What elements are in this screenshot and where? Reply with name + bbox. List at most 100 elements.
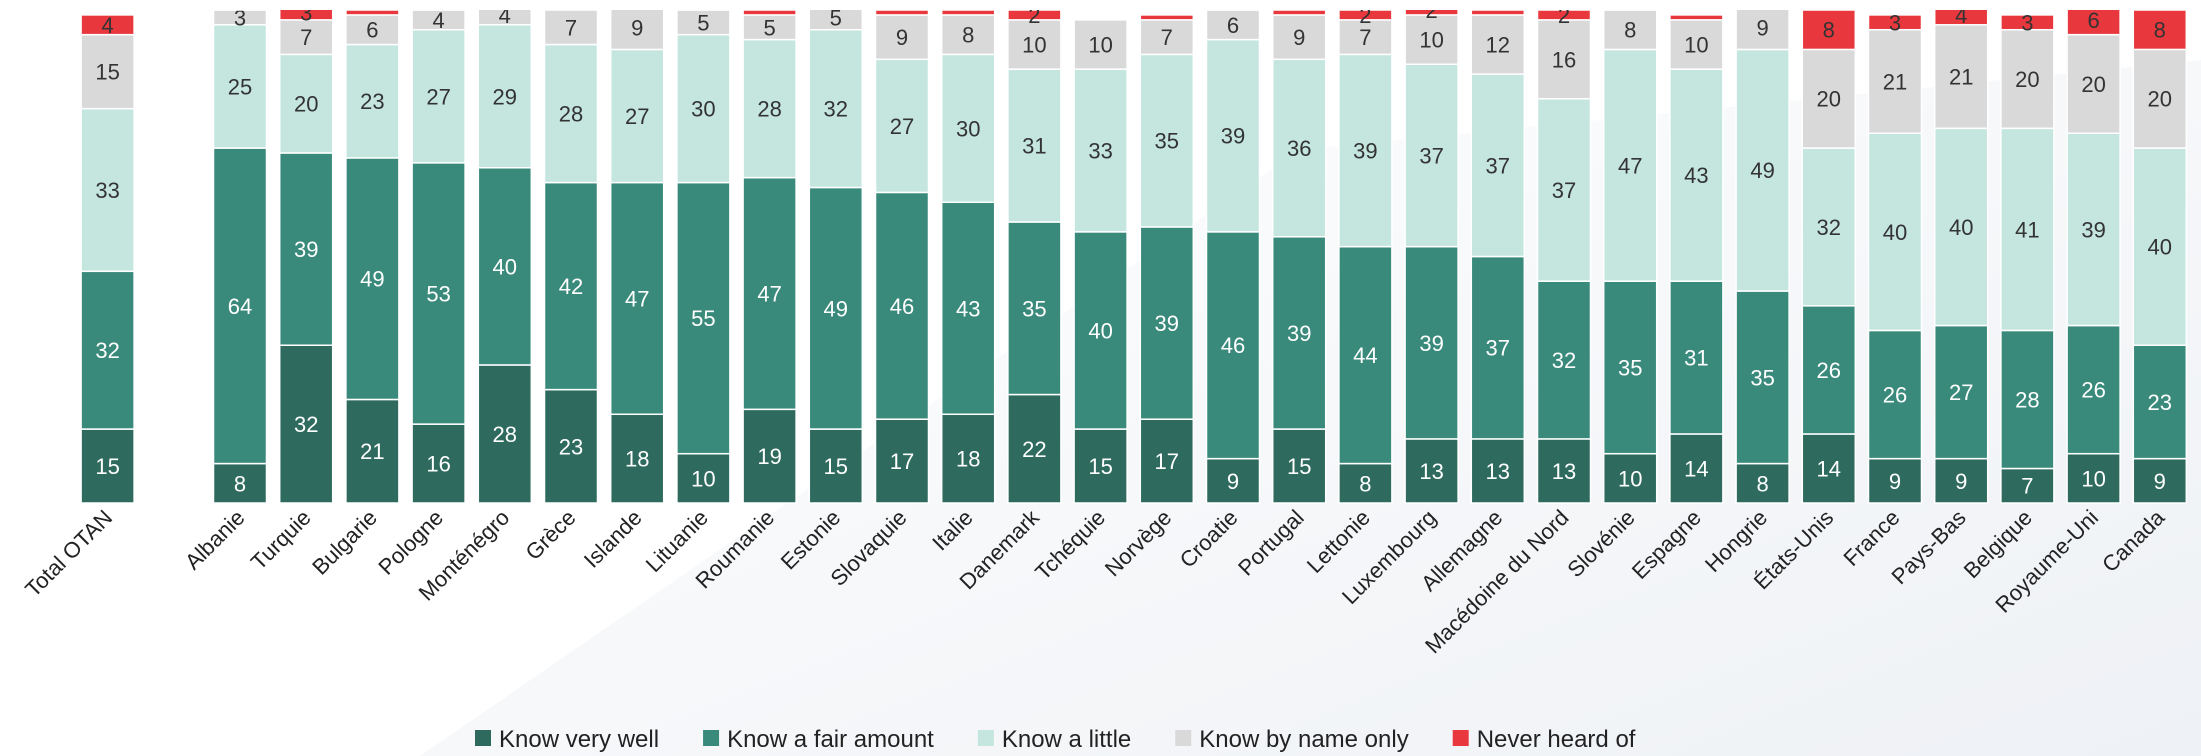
data-label: 8: [2154, 18, 2166, 43]
bar-segment: [742, 38, 797, 179]
bar-segment: [1602, 452, 1658, 504]
data-label: 3: [300, 0, 312, 25]
bar-segment: [676, 10, 731, 36]
data-label: 30: [956, 116, 980, 141]
bar-segment: [1602, 10, 1658, 51]
data-label: 3: [234, 5, 246, 30]
bar-segment: [609, 10, 665, 51]
bar-segment: [676, 10, 731, 11]
bar-segment: [742, 14, 797, 41]
data-label: 33: [95, 178, 119, 203]
bar-segment: [609, 48, 665, 184]
bar-segment: [1801, 305, 1857, 435]
data-label: 32: [294, 412, 318, 437]
bar-segment: [1536, 19, 1592, 100]
data-label: 35: [1022, 296, 1046, 321]
data-label: 8: [1359, 471, 1371, 496]
bar-segment: [2132, 48, 2188, 149]
bar-segment: [1205, 10, 1261, 41]
bar-segment: [278, 19, 334, 56]
bar-segment: [1073, 19, 1128, 70]
bar-segment: [1338, 10, 1393, 21]
legend-label: Know by name only: [1199, 726, 1408, 753]
bar-segment: [411, 423, 466, 504]
data-label: 40: [1883, 220, 1907, 245]
data-label: 8: [1624, 18, 1636, 43]
data-label: 20: [2081, 72, 2105, 97]
data-label: 16: [426, 452, 450, 477]
bar-segment: [1139, 19, 1195, 56]
bar-segment: [1139, 14, 1195, 21]
x-tick-label: Albanie: [180, 505, 250, 575]
data-label: 4: [101, 13, 113, 38]
data-label: 8: [1823, 18, 1835, 43]
bar-segment: [1338, 245, 1393, 465]
bar-segment: [212, 10, 268, 11]
bar-segment: [1669, 14, 1724, 21]
bar-segment: [1139, 226, 1195, 420]
data-label: 36: [1287, 136, 1311, 161]
bar-segment: [1404, 438, 1459, 504]
bar-segment: [345, 10, 400, 16]
data-label: 23: [360, 89, 384, 114]
bar-segment: [1271, 10, 1327, 16]
bar-segment: [80, 33, 135, 110]
data-label: 17: [890, 449, 914, 474]
x-tick-label: Bulgarie: [307, 505, 382, 580]
data-label: 28: [493, 422, 517, 447]
data-label: 7: [1161, 25, 1173, 50]
data-label: 28: [559, 102, 583, 127]
bar-segment: [1470, 10, 1526, 16]
data-label: 7: [300, 25, 312, 50]
data-label: 37: [1419, 143, 1443, 168]
data-label: 7: [2021, 474, 2033, 499]
bar-segment: [411, 28, 466, 164]
data-label: 20: [2148, 87, 2172, 112]
bar-segment: [2000, 127, 2055, 332]
data-label: 37: [1486, 153, 1510, 178]
bar-segment: [1470, 438, 1526, 504]
bar-segment: [2132, 10, 2188, 51]
bar-segment: [1470, 73, 1526, 258]
data-label: 21: [360, 439, 384, 464]
data-label: 46: [1221, 333, 1245, 358]
bar-segment: [2000, 329, 2055, 470]
data-label: 12: [1486, 33, 1510, 58]
data-label: 2: [1425, 0, 1437, 23]
bar-segment: [1735, 290, 1790, 465]
plot-area: 1532331548642533239207321492361653274284…: [80, 0, 2188, 504]
data-label: 39: [1155, 311, 1179, 336]
bar-segment: [411, 10, 466, 11]
data-label: 10: [1618, 466, 1642, 491]
data-label: 42: [559, 274, 583, 299]
data-label: 40: [1088, 318, 1112, 343]
bar-segment: [477, 364, 533, 504]
bar-segment: [1205, 231, 1261, 460]
bar-segment: [80, 107, 135, 273]
data-label: 53: [426, 281, 450, 306]
data-label: 43: [1684, 163, 1708, 188]
bar-segment: [1933, 10, 1989, 26]
data-label: 7: [1359, 25, 1371, 50]
data-label: 18: [625, 447, 649, 472]
data-label: 4: [1955, 3, 1967, 28]
data-label: 20: [294, 92, 318, 117]
bar-segment: [940, 10, 996, 16]
data-label: 6: [366, 18, 378, 43]
data-label: 14: [1817, 456, 1841, 481]
bar-segment: [1205, 457, 1261, 504]
bar-segment: [2132, 147, 2188, 346]
data-label: 25: [228, 74, 252, 99]
data-label: 40: [1949, 215, 1973, 240]
bar-segment: [874, 14, 930, 61]
bar-segment: [1073, 231, 1128, 430]
data-label: 9: [1955, 469, 1967, 494]
data-label: 39: [294, 237, 318, 262]
data-label: 15: [1287, 454, 1311, 479]
bar-segment: [1801, 433, 1857, 504]
bar-segment: [940, 53, 996, 204]
bar-segment: [1801, 48, 1857, 149]
bar-segment: [543, 43, 599, 184]
data-label: 13: [1486, 459, 1510, 484]
